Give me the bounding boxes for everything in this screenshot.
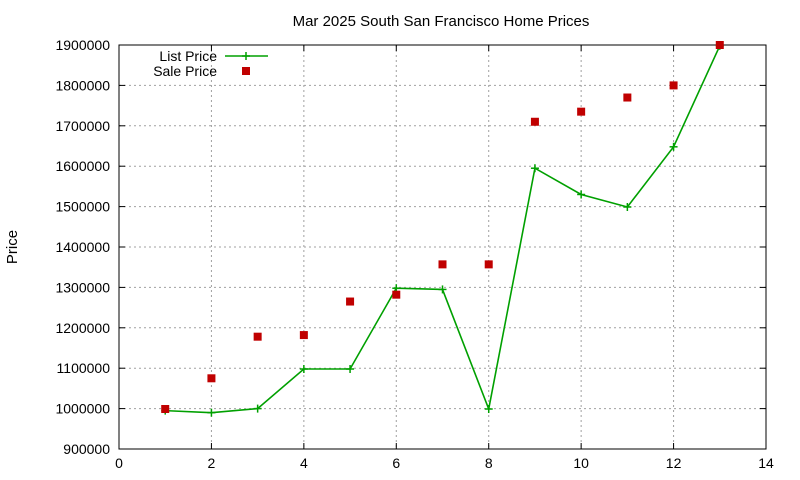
- sale-price-point: [346, 297, 355, 306]
- legend-marker: [242, 52, 250, 60]
- list-price-point: [438, 285, 447, 294]
- legend-label-list-price: List Price: [159, 48, 217, 64]
- x-tick-label: 12: [666, 455, 682, 471]
- sale-price-point: [577, 107, 586, 116]
- x-tick-label: 10: [573, 455, 589, 471]
- grid-layer: [119, 45, 766, 449]
- sale-price-point: [715, 41, 724, 49]
- list-price-point: [669, 142, 678, 151]
- list-price-line: [165, 45, 721, 414]
- x-tick-label: 8: [485, 455, 493, 471]
- legend: List Price Sale Price: [153, 48, 268, 79]
- list-price-point: [530, 164, 539, 173]
- y-tick-label: 1300000: [55, 279, 110, 295]
- tick-layer: 0 2 4 6 8 10 12 14 900000 1000000 1100000 1200000 13…: [55, 37, 774, 471]
- legend-sample-sale-price: [242, 67, 250, 75]
- sale-price-point: [669, 81, 678, 90]
- y-tick-label: 1800000: [55, 77, 110, 93]
- sale-price-point: [207, 374, 216, 383]
- y-tick-label: 1600000: [55, 158, 110, 174]
- y-axis-label: Price: [4, 230, 21, 264]
- legend-label-sale-price: Sale Price: [153, 63, 217, 79]
- y-tick-label: 1100000: [57, 360, 111, 376]
- sale-price-point: [253, 332, 262, 341]
- sale-price-point: [161, 405, 170, 414]
- x-tick-label: 2: [208, 455, 216, 471]
- sale-price-point: [484, 260, 493, 269]
- x-tick-label: 4: [300, 455, 308, 471]
- list-price-point: [346, 365, 355, 374]
- y-tick-label: 900000: [63, 441, 110, 457]
- list-price-point: [253, 404, 262, 413]
- sale-price-point: [299, 331, 308, 340]
- sale-price-point: [530, 117, 539, 126]
- y-tick-label: 1500000: [55, 199, 110, 215]
- sale-price-point: [392, 290, 401, 299]
- list-price-point: [577, 190, 586, 199]
- sale-price-point: [623, 93, 632, 102]
- x-tick-label: 14: [758, 455, 774, 471]
- list-price-point: [299, 365, 308, 374]
- x-tick-label: 0: [115, 455, 123, 471]
- series-layer: [161, 41, 724, 417]
- plot-frame: [118, 44, 767, 450]
- y-tick-label: 1000000: [55, 401, 110, 417]
- list-price-point: [623, 203, 632, 212]
- legend-marker: [242, 67, 250, 75]
- chart-title: Mar 2025 South San Francisco Home Prices: [293, 13, 590, 30]
- y-tick-label: 1700000: [55, 118, 110, 134]
- y-tick-label: 1200000: [55, 320, 110, 336]
- legend-sample-list-price: [225, 52, 268, 60]
- list-price-point: [484, 405, 493, 414]
- x-tick-label: 6: [392, 455, 400, 471]
- list-price-point: [207, 408, 216, 417]
- y-tick-label: 1900000: [55, 37, 110, 53]
- y-tick-label: 1400000: [55, 239, 110, 255]
- sale-price-point: [438, 260, 447, 269]
